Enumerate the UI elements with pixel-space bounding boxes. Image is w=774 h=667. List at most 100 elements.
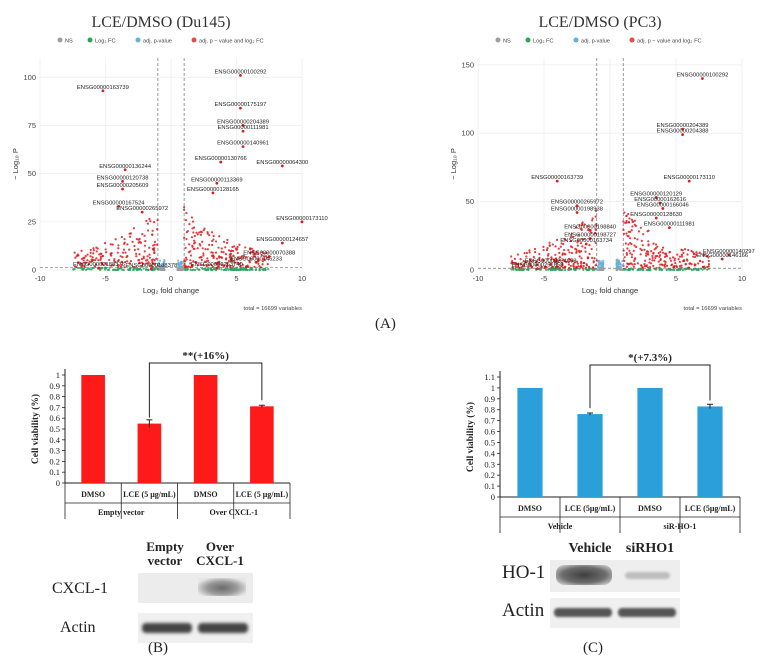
data-point: [100, 252, 103, 256]
data-point: [239, 262, 242, 265]
point-label: ENSG00000113369: [191, 177, 242, 183]
data-point: [192, 231, 195, 234]
data-point: [77, 254, 80, 257]
data-point: [156, 264, 159, 267]
data-point: [555, 265, 559, 268]
data-point: [630, 229, 633, 232]
data-point: [626, 247, 629, 250]
data-point: [248, 268, 252, 271]
data-point: [622, 249, 625, 252]
data-point: [515, 263, 518, 266]
data-point: [92, 252, 95, 255]
data-point: [260, 251, 264, 254]
data-point: [146, 222, 149, 225]
data-point: [684, 262, 687, 266]
data-point: [625, 214, 628, 217]
data-point: [692, 251, 695, 254]
data-point: [184, 268, 187, 272]
data-point: [574, 268, 577, 272]
data-point: [183, 208, 186, 211]
y-tick-label: 150: [461, 60, 474, 69]
data-point: [645, 264, 648, 267]
legend-marker: [573, 37, 579, 43]
western-blot-b: Empty vector Over CXCL-1 CXCL-1 Actin: [50, 540, 280, 660]
legend-label: adj. p-value: [143, 39, 172, 45]
data-point: [648, 266, 652, 269]
data-point: [624, 221, 627, 224]
data-point: [690, 268, 693, 272]
data-point: [212, 256, 215, 259]
data-point: [680, 255, 683, 258]
data-point: [208, 243, 211, 246]
data-point: [264, 255, 268, 258]
data-point: [126, 268, 130, 271]
data-point: [191, 227, 194, 230]
significance-annotation: *(+7.3%): [628, 352, 672, 364]
data-point: [80, 249, 83, 252]
data-point: [106, 268, 110, 272]
data-point: [542, 245, 545, 248]
data-point: [151, 247, 155, 251]
data-point: [73, 267, 76, 271]
point-label: ENSG00000198840: [564, 224, 616, 230]
data-point: [162, 261, 165, 264]
data-point: [640, 249, 643, 252]
data-point: [139, 241, 142, 244]
data-point: [119, 255, 122, 258]
labeled-point: [681, 133, 684, 136]
data-point: [189, 268, 192, 272]
data-point: [206, 257, 209, 260]
data-point: [557, 247, 560, 250]
data-point: [541, 259, 544, 262]
data-point: [92, 249, 95, 252]
data-point: [555, 238, 559, 242]
data-point: [633, 237, 636, 240]
data-point: [155, 257, 158, 260]
data-point: [633, 259, 636, 263]
data-point: [196, 247, 199, 250]
data-point: [695, 268, 698, 271]
data-point: [674, 261, 677, 265]
x-category-label: DMSO: [81, 490, 105, 499]
data-point: [584, 268, 588, 271]
data-point: [585, 264, 589, 267]
data-point: [121, 255, 124, 259]
data-point: [647, 243, 650, 246]
labeled-point: [241, 129, 245, 133]
data-point: [138, 253, 141, 256]
data-point: [656, 254, 659, 258]
data-point: [669, 259, 673, 262]
data-point: [560, 265, 563, 268]
data-point: [578, 223, 581, 227]
bar: [577, 414, 603, 497]
point-label: ENSG00000234608: [525, 259, 577, 265]
y-tick-label: 0.4: [49, 435, 60, 445]
data-point: [266, 263, 269, 266]
data-point: [629, 252, 632, 255]
data-point: [163, 259, 166, 262]
data-point: [644, 259, 647, 262]
data-point: [707, 265, 710, 268]
data-point: [707, 259, 710, 263]
data-point: [80, 266, 84, 269]
data-point: [145, 268, 148, 271]
data-point: [594, 209, 598, 212]
data-point: [183, 236, 186, 239]
data-point: [569, 236, 572, 239]
labeled-point: [101, 89, 105, 93]
x-tick-label: 10: [298, 274, 306, 283]
y-tick-label: 0: [32, 266, 36, 275]
data-point: [148, 264, 151, 267]
data-point: [236, 268, 240, 272]
data-point: [162, 267, 166, 270]
chart-caption: total = 16699 variables: [684, 306, 743, 312]
data-point: [153, 262, 157, 265]
volcano-pc3-svg: LCE/DMSO (PC3) NS Log₂ FC adj. p-value adj. …: [449, 14, 755, 312]
data-point: [625, 219, 628, 223]
data-point: [683, 248, 687, 251]
data-point: [210, 263, 213, 267]
data-point: [108, 266, 111, 269]
data-point: [528, 249, 531, 252]
point-label: ENSG00000162616: [634, 197, 686, 203]
data-point: [558, 256, 562, 259]
